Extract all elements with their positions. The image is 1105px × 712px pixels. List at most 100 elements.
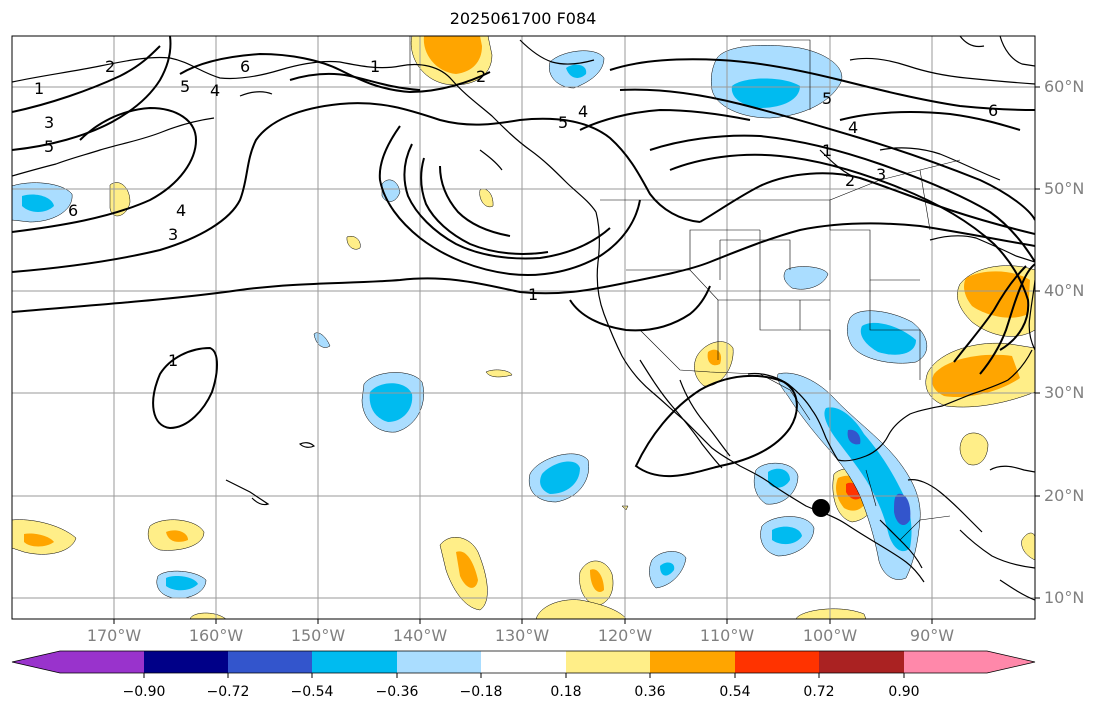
contour-label: 5 [822, 89, 832, 108]
colorbar-outline [11, 650, 1036, 674]
colorbar-label: 0.36 [634, 684, 666, 700]
contour-label: 3 [876, 165, 886, 184]
colorbar-label: 0.54 [719, 684, 751, 700]
colorbar-label: −0.18 [459, 684, 503, 700]
contour-label: 5 [180, 77, 190, 96]
cool-core [824, 407, 912, 552]
warm-area [959, 432, 989, 466]
warm-area [189, 612, 227, 619]
graticule [12, 36, 1035, 619]
lon-label: 160°W [188, 626, 244, 645]
lat-label: 40°N [1044, 281, 1085, 300]
cool-area [783, 266, 829, 290]
lat-label: 60°N [1044, 77, 1085, 96]
colorbar-segment [735, 651, 819, 673]
cool-area [777, 372, 921, 580]
colorbar-segment [650, 651, 735, 673]
cool-core [566, 64, 587, 78]
colorbar-label: −0.36 [375, 684, 419, 700]
contour-label: 4 [176, 201, 186, 220]
warm-area [795, 608, 867, 619]
warm-core [932, 354, 1020, 398]
colorbar-segment [481, 651, 566, 673]
contour-label: 2 [476, 67, 486, 86]
contour-label: 6 [988, 101, 998, 120]
cool-peak [847, 429, 861, 445]
colorbar-max-extension [987, 651, 1035, 673]
colorbar-label: 0.90 [888, 684, 920, 700]
lon-label: 170°W [86, 626, 142, 645]
colorbar-label: −0.72 [206, 684, 250, 700]
lat-label: 20°N [1044, 486, 1085, 505]
colorbar-label: 0.18 [550, 684, 582, 700]
political-borders [409, 36, 961, 541]
contour-label: 5 [44, 137, 54, 156]
lon-label: 100°W [802, 626, 858, 645]
colorbar-label: 0.72 [803, 684, 835, 700]
lat-label: 30°N [1044, 383, 1085, 402]
lat-ticks [1035, 86, 1040, 599]
colorbar-label: −0.90 [122, 684, 166, 700]
coastlines [12, 36, 1035, 601]
contour-label: 1 [34, 79, 44, 98]
warm-area [1021, 532, 1035, 561]
map-title: 2025061700 F084 [449, 9, 597, 28]
lon-ticks [113, 619, 933, 624]
cool-core [660, 562, 675, 576]
cool-core [768, 468, 790, 488]
warm-core [590, 569, 604, 592]
colorbar-segment [144, 651, 228, 673]
cool-core [731, 78, 800, 108]
lon-label: 140°W [392, 626, 448, 645]
colorbar-min-extension [12, 651, 60, 673]
warm-peak [846, 482, 862, 500]
cool-peak [894, 493, 911, 526]
lat-label: 50°N [1044, 179, 1085, 198]
contour-label-layer: 1 2 3 5 5 4 6 1 2 6 4 3 5 4 1 1 5 4 1 2 … [34, 57, 998, 370]
cool-area [313, 332, 331, 348]
colorbar-segment [312, 651, 397, 673]
lon-label: 130°W [494, 626, 550, 645]
warm-area [479, 188, 494, 208]
contour-label: 2 [845, 171, 855, 190]
contour-label: 6 [68, 201, 78, 220]
contour-label: 1 [168, 351, 178, 370]
lon-label: 110°W [699, 626, 755, 645]
cool-core [22, 194, 54, 212]
anomaly-fill-layer [12, 36, 1035, 619]
warm-area [535, 599, 627, 619]
contour-label: 4 [578, 102, 588, 121]
colorbar-segment [904, 651, 987, 673]
contour-label: 3 [44, 113, 54, 132]
cool-core [860, 322, 916, 355]
colorbar-segment [228, 651, 312, 673]
contour-label: 4 [848, 118, 858, 137]
cool-core [166, 576, 198, 591]
contour-label: 5 [558, 113, 568, 132]
warm-core [166, 530, 188, 542]
warm-core [423, 36, 482, 74]
contour-label: 4 [210, 81, 220, 100]
location-marker [812, 499, 830, 517]
lon-label: 120°W [597, 626, 653, 645]
lon-label: 90°W [909, 626, 955, 645]
contour-label: 1 [370, 57, 380, 76]
cool-area [381, 179, 401, 202]
lon-label: 150°W [290, 626, 346, 645]
contour-lines [12, 36, 1035, 478]
colorbar-segment [397, 651, 481, 673]
contour-label: 3 [168, 225, 178, 244]
map-plot-area: 1 2 3 5 5 4 6 1 2 6 4 3 5 4 1 1 5 4 1 2 … [12, 36, 1035, 619]
warm-area [346, 236, 361, 250]
colorbar-label: −0.54 [290, 684, 334, 700]
cool-core [540, 461, 580, 494]
warm-area [485, 369, 513, 378]
lat-label: 10°N [1044, 588, 1085, 607]
warm-core [24, 533, 54, 547]
contour-label: 6 [240, 57, 250, 76]
colorbar-segment [819, 651, 904, 673]
contour-label: 1 [822, 141, 832, 160]
contour-label: 2 [105, 57, 115, 76]
colorbar-segment [60, 651, 144, 673]
